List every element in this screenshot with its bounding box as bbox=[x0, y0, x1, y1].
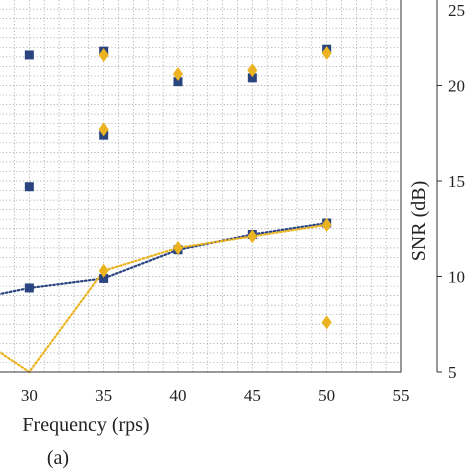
diamond-marker bbox=[98, 122, 109, 137]
diamond-marker bbox=[173, 240, 183, 255]
diamond-marker bbox=[321, 46, 332, 61]
square-marker bbox=[99, 273, 109, 283]
diamond-marker bbox=[98, 263, 109, 278]
x-tick-label: 35 bbox=[95, 386, 112, 405]
y2-tick-label: 25 bbox=[448, 1, 465, 20]
plot-frame bbox=[0, 0, 402, 373]
x-tick-label: 40 bbox=[170, 386, 187, 405]
y2-tick-label: 15 bbox=[448, 172, 465, 191]
square-marker bbox=[173, 77, 183, 87]
square-marker bbox=[24, 50, 34, 60]
x-tick-label: 45 bbox=[244, 386, 261, 405]
x-axis-ticks: 30 35 40 45 50 55 bbox=[21, 386, 410, 405]
diamond-marker bbox=[321, 217, 332, 232]
trend-line-2 bbox=[0, 223, 328, 374]
x-axis-title: Frequency (rps) bbox=[22, 414, 149, 436]
diamond-marker bbox=[247, 63, 258, 78]
square-marker bbox=[24, 182, 34, 192]
y2-tick-label: 10 bbox=[448, 268, 465, 287]
y2-tick-label: 5 bbox=[448, 363, 457, 382]
grid bbox=[0, 0, 401, 372]
secondary-y-axis-title: SNR (dB) bbox=[408, 181, 430, 262]
x-tick-label: 30 bbox=[21, 386, 38, 405]
x-tick-label: 50 bbox=[318, 386, 335, 405]
data-markers bbox=[24, 44, 332, 330]
x-tick-label: 55 bbox=[393, 386, 410, 405]
diamond-marker bbox=[247, 229, 258, 244]
diamond-marker bbox=[321, 315, 332, 330]
square-marker bbox=[247, 73, 257, 83]
square-marker bbox=[24, 283, 34, 293]
secondary-y-axis-ticks: 5 10 15 20 25 bbox=[437, 1, 465, 382]
diamond-marker bbox=[173, 67, 183, 82]
figure-caption: (a) bbox=[47, 447, 69, 469]
diamond-marker bbox=[98, 47, 109, 62]
trend-line-1 bbox=[0, 221, 328, 296]
trend-lines bbox=[0, 221, 328, 374]
y2-tick-label: 20 bbox=[448, 77, 465, 96]
